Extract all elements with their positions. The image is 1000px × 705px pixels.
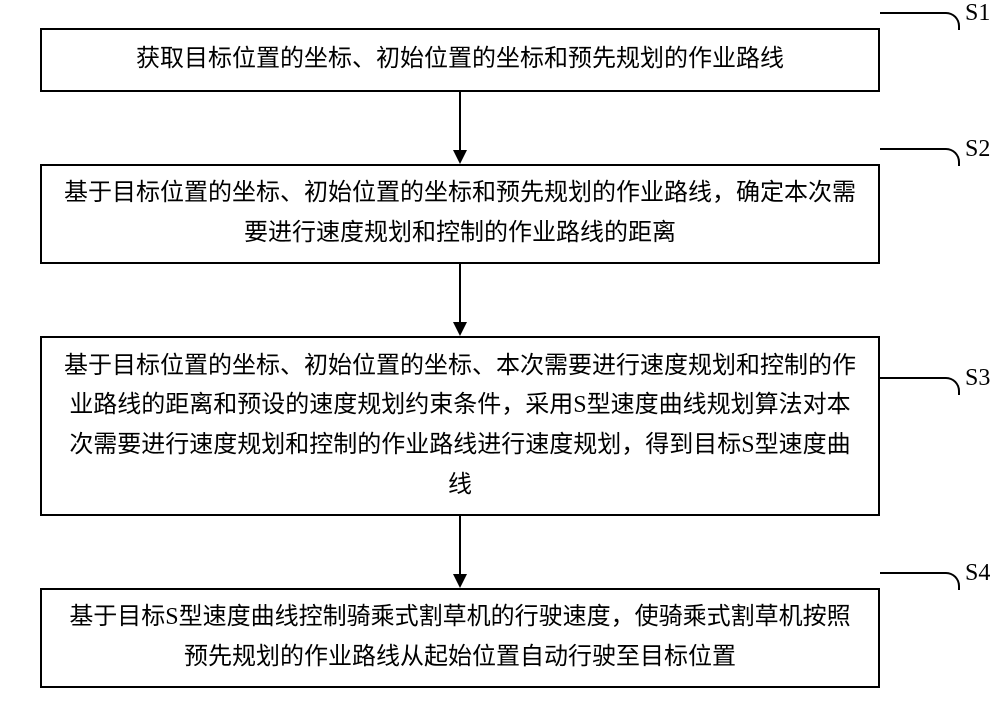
flowchart-box-s1: 获取目标位置的坐标、初始位置的坐标和预先规划的作业路线 [40,28,880,92]
arrow-line [459,264,461,322]
flowchart-box-s3: 基于目标位置的坐标、初始位置的坐标、本次需要进行速度规划和控制的作业路线的距离和… [40,336,880,516]
leader-line-s4 [880,572,960,590]
box-text: 获取目标位置的坐标、初始位置的坐标和预先规划的作业路线 [136,40,784,80]
flowchart-box-s4: 基于目标S型速度曲线控制骑乘式割草机的行驶速度，使骑乘式割草机按照预先规划的作业… [40,588,880,688]
flowchart-box-s2: 基于目标位置的坐标、初始位置的坐标和预先规划的作业路线，确定本次需要进行速度规划… [40,164,880,264]
step-label-s1: S1 [965,0,990,27]
box-text: 基于目标位置的坐标、初始位置的坐标和预先规划的作业路线，确定本次需要进行速度规划… [62,174,858,253]
arrow-line [459,92,461,150]
box-text: 基于目标S型速度曲线控制骑乘式割草机的行驶速度，使骑乘式割草机按照预先规划的作业… [62,598,858,677]
arrow-head-icon [453,322,467,336]
arrow-line [459,516,461,574]
arrow-head-icon [453,150,467,164]
step-label-s4: S4 [965,560,990,587]
step-label-s3: S3 [965,365,990,392]
leader-line-s3 [880,377,960,395]
step-label-s2: S2 [965,136,990,163]
box-text: 基于目标位置的坐标、初始位置的坐标、本次需要进行速度规划和控制的作业路线的距离和… [62,347,858,505]
flowchart-container: 获取目标位置的坐标、初始位置的坐标和预先规划的作业路线 S1 基于目标位置的坐标… [0,0,1000,705]
leader-line-s1 [880,12,960,30]
arrow-head-icon [453,574,467,588]
leader-line-s2 [880,148,960,166]
